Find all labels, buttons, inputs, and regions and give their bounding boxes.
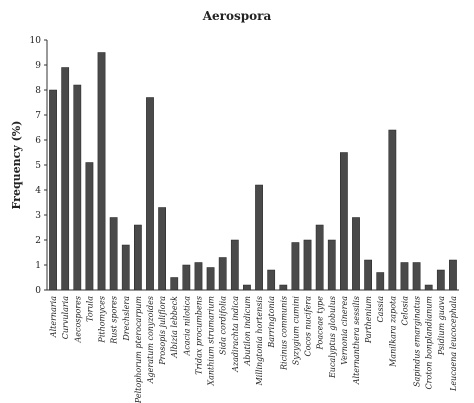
bar: [146, 97, 154, 291]
y-tick-label: 8: [35, 86, 41, 96]
x-tick-label: Ricinus communis: [279, 296, 288, 371]
x-tick-label: Xanthium strumarium: [207, 296, 216, 387]
bar: [170, 277, 179, 291]
x-tick-label: Peltophorum pterocarpum: [134, 296, 143, 403]
bar: [315, 224, 324, 291]
y-tick-label: 4: [35, 186, 41, 196]
bar: [121, 244, 130, 291]
bar: [449, 259, 457, 291]
chart-title: Aerospora: [202, 9, 272, 23]
bar: [61, 67, 70, 291]
bar: [267, 269, 276, 291]
bar: [412, 262, 421, 291]
x-tick-label: Ageratum conyzoides: [146, 296, 155, 384]
x-tick-label: Croton bonplandianum: [425, 296, 434, 390]
bar: [134, 224, 142, 291]
bar: [303, 239, 312, 291]
y-tick-label: 9: [35, 61, 41, 71]
bar: [49, 89, 57, 291]
bar: [206, 267, 215, 291]
bar: [388, 129, 397, 291]
x-tick-label: Curvularia: [61, 296, 70, 339]
y-axis-label: Frequency (%): [10, 121, 23, 210]
x-tick-label: Barringtonia: [267, 296, 276, 349]
x-tick-label: Abutilon indicum: [243, 296, 252, 367]
bar: [182, 264, 191, 291]
bar: [352, 217, 360, 291]
bar: [243, 284, 251, 291]
bar: [327, 239, 336, 291]
x-tick-label: Rust spores: [110, 296, 119, 345]
bar: [279, 284, 288, 291]
bar: [158, 207, 166, 291]
bar: [424, 284, 433, 291]
x-tick-label: Aecospores: [73, 296, 82, 344]
x-tick-label: Syzygium cumini: [291, 296, 300, 366]
x-tick-label: Psidium guava: [437, 296, 446, 356]
x-tick-label: Pithomyces: [98, 296, 107, 344]
x-tick-label: Alternaria: [49, 296, 58, 338]
x-tick-label: Drechslera: [122, 296, 131, 342]
y-tick-label: 1: [35, 261, 41, 271]
x-tick-label: Alternanthera sessilis: [352, 296, 361, 385]
x-tick-label: Millingtonia hortensis: [255, 296, 264, 386]
bar: [340, 152, 348, 291]
x-tick-label: Cocos nucifera: [304, 296, 313, 357]
x-tick-label: Sapindus emarginatus: [413, 296, 422, 387]
bar: [364, 259, 373, 291]
y-tick-label: 7: [35, 111, 41, 121]
bar: [400, 262, 409, 291]
bar: [109, 217, 118, 291]
bar: [436, 269, 445, 291]
y-tick-label: 3: [35, 211, 41, 221]
y-tick-label: 6: [35, 136, 41, 146]
y-tick-label: 0: [35, 286, 41, 296]
x-tick-label: Cassia: [376, 296, 385, 323]
plot-area: 0 1 2 3 4 5 6 7 8 9 10 Alternaria Curvularia Aecospor…: [30, 36, 459, 403]
x-tick-label: Parthenium: [364, 296, 373, 345]
x-tick-label: Tridax procumbens: [194, 296, 203, 375]
bar: [218, 257, 227, 291]
x-tick-label: Leucaena leucocephala: [449, 296, 458, 392]
bar: [194, 262, 203, 291]
x-tick-label: Acacia nilotica: [182, 296, 191, 357]
x-tick-label: Poaceae type: [316, 296, 325, 351]
bar: [376, 272, 385, 291]
x-tick-label: Manilkara zapota: [388, 296, 397, 368]
x-tick-label: Albizia lebbeck: [170, 296, 179, 359]
bar: [73, 84, 82, 291]
x-tick-label: Sida cordifolia: [219, 296, 228, 355]
y-tick-label: 5: [35, 161, 41, 171]
x-tick-label: Torula: [85, 296, 94, 322]
y-tick-label: 10: [30, 36, 42, 46]
x-tick-label: Vernonia cinerea: [340, 296, 349, 365]
x-tick-label: Celosia: [400, 296, 409, 326]
x-tick-label: Eucalyptus globulus: [328, 296, 337, 379]
bar: [291, 242, 300, 291]
x-tick-label: Azadirachta indica: [231, 296, 240, 373]
bar: [85, 162, 94, 291]
bar: [230, 239, 239, 291]
bar: [255, 184, 263, 291]
y-tick-label: 2: [35, 236, 41, 246]
bar: [97, 52, 106, 291]
x-tick-label: Prosopis juliflora: [158, 296, 167, 366]
